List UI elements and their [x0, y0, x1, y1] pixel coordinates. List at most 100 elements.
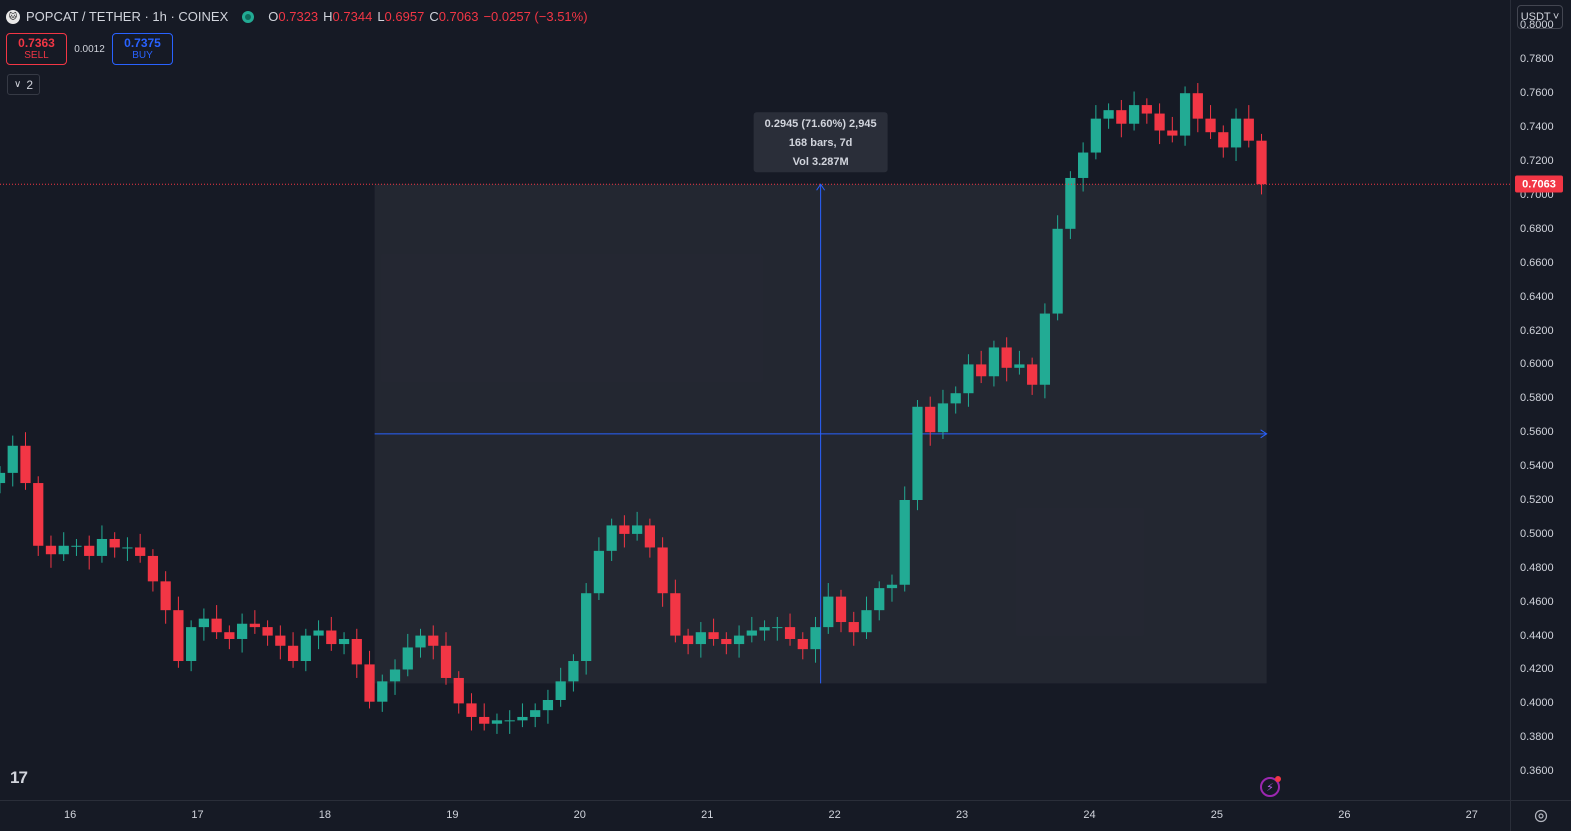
symbol-title[interactable]: POPCAT / TETHER · 1h · COINEX — [26, 9, 229, 24]
candle-body[interactable] — [784, 627, 796, 639]
candle-body[interactable] — [415, 635, 426, 648]
candle-body[interactable] — [491, 720, 503, 724]
candle-body[interactable] — [593, 550, 605, 594]
candle-body[interactable] — [1116, 110, 1127, 124]
candle-body[interactable] — [950, 393, 961, 404]
candle-body[interactable] — [109, 538, 120, 548]
candle-body[interactable] — [1256, 140, 1267, 185]
candle-body[interactable] — [479, 716, 490, 724]
candle-body[interactable] — [925, 406, 936, 433]
candle-body[interactable] — [874, 588, 885, 611]
candle-body[interactable] — [262, 627, 273, 636]
lightning-icon[interactable]: ⚡ — [1260, 776, 1281, 797]
candle-body[interactable] — [160, 581, 171, 611]
candle-body[interactable] — [1052, 228, 1063, 314]
candle-body[interactable] — [581, 593, 592, 662]
candle-body[interactable] — [198, 618, 210, 628]
candle-body[interactable] — [1128, 105, 1140, 124]
market-status-icon[interactable] — [242, 10, 255, 23]
candle-body[interactable] — [377, 681, 388, 702]
candle-body[interactable] — [988, 347, 1000, 377]
settings-corner[interactable] — [1510, 800, 1571, 831]
candle-body[interactable] — [147, 555, 159, 582]
candle-body[interactable] — [670, 593, 681, 636]
candle-body[interactable] — [71, 545, 82, 547]
price-chart[interactable]: 0.2945 (71.60%) 2,945 168 bars, 7d Vol 3.2… — [0, 0, 1510, 800]
candle-body[interactable] — [1179, 93, 1191, 136]
candle-body[interactable] — [186, 627, 197, 662]
candle-body[interactable] — [555, 681, 566, 700]
candle-body[interactable] — [211, 618, 222, 633]
candle-body[interactable] — [530, 710, 541, 717]
candle-body[interactable] — [122, 547, 133, 549]
candle-body[interactable] — [644, 525, 655, 548]
candle-body[interactable] — [326, 630, 337, 645]
candle-body[interactable] — [835, 596, 847, 623]
candle-body[interactable] — [912, 406, 923, 500]
candle-body[interactable] — [224, 632, 235, 639]
candle-body[interactable] — [976, 364, 987, 377]
candle-body[interactable] — [759, 627, 770, 631]
candle-body[interactable] — [937, 403, 949, 433]
time-axis[interactable]: 16 17 18 19 20 21 22 23 24 25 26 27 — [0, 800, 1510, 831]
candle-body[interactable] — [58, 545, 69, 555]
indicators-toggle[interactable]: ∨ 2 — [7, 74, 41, 95]
candle-body[interactable] — [249, 623, 260, 628]
candle-body[interactable] — [135, 547, 146, 556]
candle-body[interactable] — [1065, 177, 1076, 229]
candle-body[interactable] — [1192, 93, 1203, 119]
candle-body[interactable] — [746, 630, 757, 636]
sell-button[interactable]: 0.7363 SELL — [6, 33, 67, 65]
candle-body[interactable] — [861, 610, 872, 633]
candle-body[interactable] — [619, 525, 630, 534]
candle-body[interactable] — [886, 584, 898, 589]
candle-body[interactable] — [1141, 105, 1152, 114]
candle-body[interactable] — [1001, 347, 1012, 368]
settings-gear-icon[interactable] — [1534, 809, 1548, 823]
candle-body[interactable] — [1218, 132, 1229, 148]
candle-body[interactable] — [1103, 110, 1114, 119]
candle-body[interactable] — [772, 627, 783, 629]
candle-body[interactable] — [721, 638, 732, 645]
candle-body[interactable] — [173, 610, 184, 662]
candle-body[interactable] — [466, 703, 477, 717]
candle-body[interactable] — [899, 500, 910, 585]
candle-body[interactable] — [1090, 118, 1101, 153]
candle-body[interactable] — [20, 445, 31, 484]
candle-body[interactable] — [236, 623, 248, 639]
candle-body[interactable] — [1039, 313, 1051, 385]
candle-body[interactable] — [632, 525, 643, 534]
candle-body[interactable] — [364, 664, 375, 702]
candle-body[interactable] — [823, 596, 834, 628]
candle-body[interactable] — [338, 638, 350, 645]
candle-body[interactable] — [7, 445, 18, 473]
price-axis[interactable]: USDT ˅ 0.8000 0.7800 0.7600 0.7400 0.7200 0.7… — [1510, 0, 1571, 800]
candle-body[interactable] — [682, 635, 694, 645]
candle-body[interactable] — [0, 472, 6, 484]
candle-body[interactable] — [1027, 364, 1038, 385]
candle-body[interactable] — [1230, 118, 1242, 148]
candle-body[interactable] — [542, 700, 554, 711]
candle-body[interactable] — [606, 525, 617, 551]
candle-body[interactable] — [810, 627, 821, 650]
candle-body[interactable] — [389, 669, 401, 682]
candle-body[interactable] — [1078, 152, 1089, 178]
candle-body[interactable] — [300, 635, 311, 662]
candle-body[interactable] — [402, 647, 413, 670]
candle-body[interactable] — [568, 661, 579, 682]
candle-body[interactable] — [797, 638, 808, 650]
candle-body[interactable] — [504, 720, 515, 722]
candle-body[interactable] — [287, 645, 299, 662]
candle-body[interactable] — [428, 635, 439, 646]
tradingview-logo-icon[interactable]: 17 — [10, 768, 28, 787]
candle-body[interactable] — [695, 632, 706, 645]
candle-body[interactable] — [1154, 113, 1165, 131]
candle-body[interactable] — [275, 635, 286, 646]
candle-body[interactable] — [1014, 364, 1025, 368]
currency-select[interactable]: USDT ˅ — [1517, 5, 1563, 29]
candle-body[interactable] — [84, 545, 95, 556]
candle-body[interactable] — [848, 622, 859, 633]
candle-body[interactable] — [351, 638, 362, 665]
candle-body[interactable] — [963, 364, 974, 394]
candle-body[interactable] — [708, 632, 719, 639]
